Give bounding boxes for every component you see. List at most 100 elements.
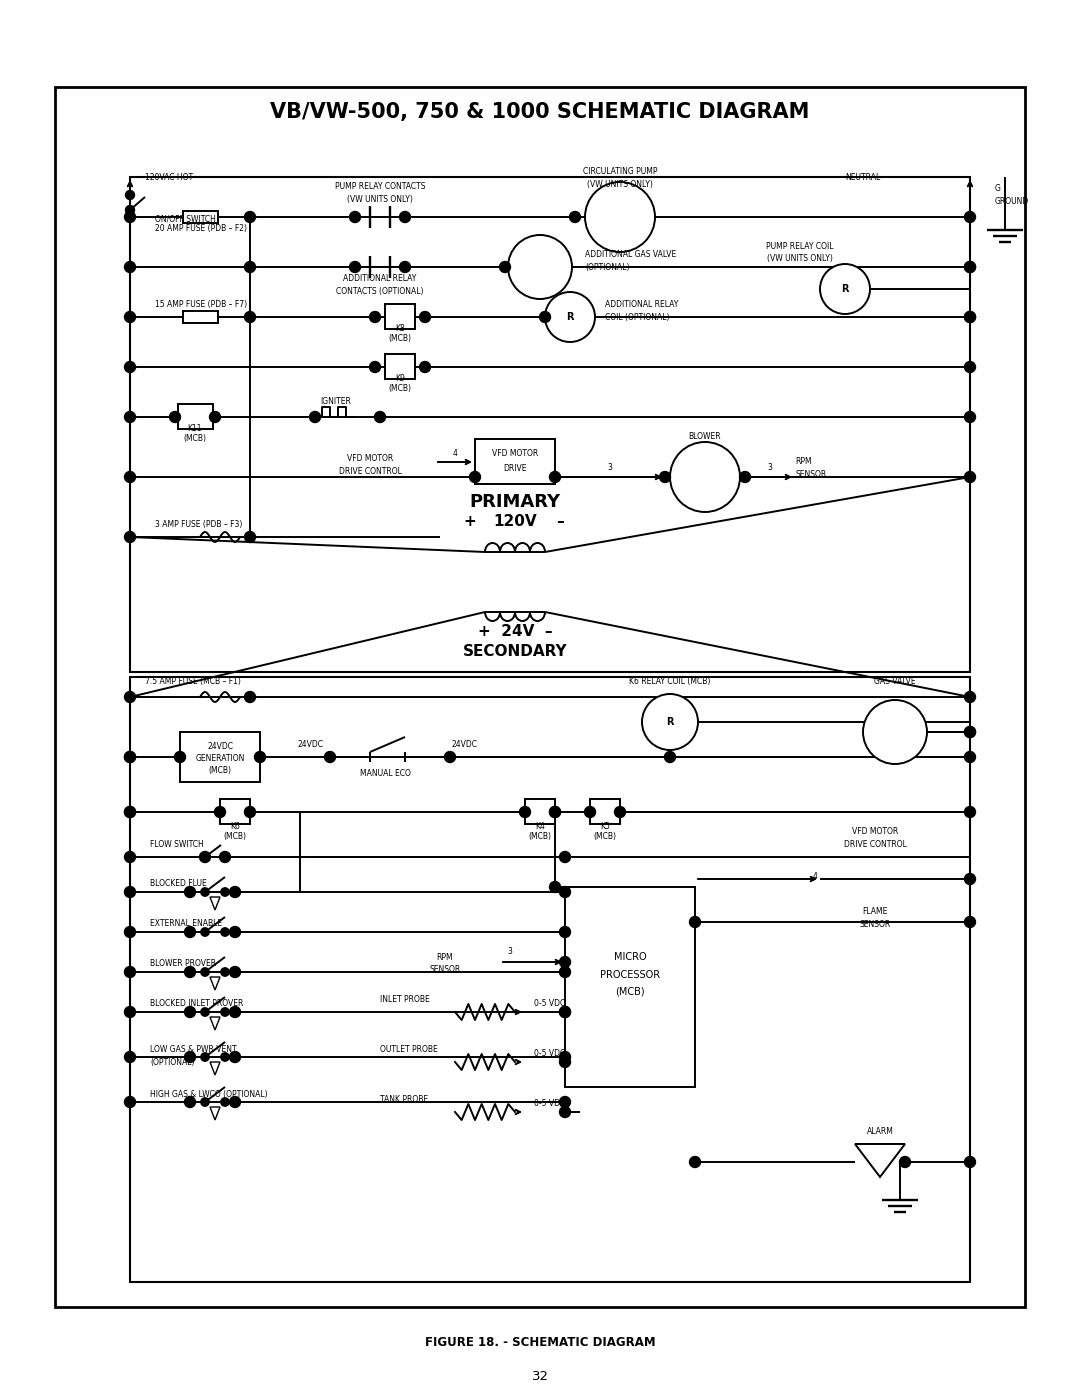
Circle shape xyxy=(124,362,135,373)
Text: GROUND: GROUND xyxy=(995,197,1029,207)
Circle shape xyxy=(229,887,241,897)
Text: (VW UNITS ONLY): (VW UNITS ONLY) xyxy=(588,180,653,190)
Circle shape xyxy=(585,182,654,251)
Text: LOW GAS & PWR VENT: LOW GAS & PWR VENT xyxy=(150,1045,237,1053)
Text: 3 AMP FUSE (PDB – F3): 3 AMP FUSE (PDB – F3) xyxy=(156,521,242,529)
Text: 0-5 VDC: 0-5 VDC xyxy=(535,1049,566,1059)
Circle shape xyxy=(201,852,210,861)
Text: CIRCULATING PUMP: CIRCULATING PUMP xyxy=(583,168,658,176)
Circle shape xyxy=(124,1006,135,1017)
Circle shape xyxy=(400,261,410,272)
Text: 3: 3 xyxy=(508,947,512,957)
Bar xyxy=(177,405,213,429)
Text: 7.5 AMP FUSE (MCB – F1): 7.5 AMP FUSE (MCB – F1) xyxy=(145,678,241,686)
Circle shape xyxy=(201,1053,210,1062)
Text: DRIVE: DRIVE xyxy=(503,464,527,474)
Circle shape xyxy=(499,261,511,272)
Text: (MCB): (MCB) xyxy=(208,767,231,775)
Text: FLAME: FLAME xyxy=(862,908,888,916)
Circle shape xyxy=(229,1006,241,1017)
Text: FLOW SWITCH: FLOW SWITCH xyxy=(150,841,204,849)
Circle shape xyxy=(244,806,256,817)
Circle shape xyxy=(400,211,410,222)
Circle shape xyxy=(964,692,975,703)
Circle shape xyxy=(660,472,671,482)
Bar xyxy=(220,799,249,824)
Text: 3: 3 xyxy=(608,464,612,472)
Circle shape xyxy=(124,1052,135,1063)
Text: K5: K5 xyxy=(600,823,610,831)
Circle shape xyxy=(220,888,229,897)
Text: 4: 4 xyxy=(812,873,818,882)
Text: ADDITIONAL RELAY: ADDITIONAL RELAY xyxy=(343,274,417,284)
Circle shape xyxy=(964,806,975,817)
Bar xyxy=(590,799,620,824)
Circle shape xyxy=(220,1098,229,1106)
Circle shape xyxy=(550,472,561,482)
Text: G: G xyxy=(995,184,1001,194)
Circle shape xyxy=(244,531,256,542)
Circle shape xyxy=(615,806,625,817)
Circle shape xyxy=(900,1157,910,1168)
Text: R: R xyxy=(841,284,849,293)
Circle shape xyxy=(964,261,975,272)
Text: (MCB): (MCB) xyxy=(528,833,552,841)
Text: ON/OFF SWITCH: ON/OFF SWITCH xyxy=(156,215,216,224)
Circle shape xyxy=(550,806,561,817)
Text: 0-5 VDC: 0-5 VDC xyxy=(535,999,566,1009)
Bar xyxy=(180,732,260,782)
Text: K4: K4 xyxy=(535,823,545,831)
Circle shape xyxy=(229,926,241,937)
Text: VB/VW-500, 750 & 1000 SCHEMATIC DIAGRAM: VB/VW-500, 750 & 1000 SCHEMATIC DIAGRAM xyxy=(270,102,810,122)
Text: 24VDC: 24VDC xyxy=(297,740,323,750)
Circle shape xyxy=(550,806,561,817)
Circle shape xyxy=(185,1052,195,1063)
Circle shape xyxy=(559,1052,570,1063)
Text: RPM: RPM xyxy=(436,953,454,961)
Text: 4: 4 xyxy=(453,450,458,458)
Circle shape xyxy=(545,292,595,342)
Text: +  24V  –: + 24V – xyxy=(477,624,552,640)
Circle shape xyxy=(124,752,135,763)
Circle shape xyxy=(559,1006,570,1017)
Bar xyxy=(384,355,415,380)
Circle shape xyxy=(369,362,380,373)
Text: (MCB): (MCB) xyxy=(594,833,617,841)
Circle shape xyxy=(124,852,135,862)
Circle shape xyxy=(229,1097,241,1108)
Circle shape xyxy=(124,887,135,897)
Circle shape xyxy=(740,472,751,482)
Polygon shape xyxy=(855,1144,905,1178)
Text: PRIMARY: PRIMARY xyxy=(470,493,561,511)
Circle shape xyxy=(419,362,431,373)
Text: (OPTIONAL): (OPTIONAL) xyxy=(585,264,630,272)
Circle shape xyxy=(559,887,570,897)
Circle shape xyxy=(550,882,561,893)
Circle shape xyxy=(185,1006,195,1017)
Text: HIGH GAS & LWCO (OPTIONAL): HIGH GAS & LWCO (OPTIONAL) xyxy=(150,1090,268,1098)
Circle shape xyxy=(220,852,229,861)
Circle shape xyxy=(219,852,230,862)
Circle shape xyxy=(175,752,186,763)
Circle shape xyxy=(124,692,135,703)
Circle shape xyxy=(445,752,456,763)
Text: K9: K9 xyxy=(395,374,405,384)
Text: (VW UNITS ONLY): (VW UNITS ONLY) xyxy=(767,254,833,264)
Text: SENSOR: SENSOR xyxy=(795,471,826,479)
Circle shape xyxy=(201,928,210,936)
Circle shape xyxy=(215,806,226,817)
Circle shape xyxy=(124,752,135,763)
Text: (VW UNITS ONLY): (VW UNITS ONLY) xyxy=(347,196,413,204)
Text: 24VDC: 24VDC xyxy=(453,740,478,750)
Bar xyxy=(525,799,555,824)
Circle shape xyxy=(820,264,870,314)
Circle shape xyxy=(244,211,256,222)
Text: ADDITIONAL GAS VALVE: ADDITIONAL GAS VALVE xyxy=(585,250,676,260)
Circle shape xyxy=(664,752,675,763)
Circle shape xyxy=(964,726,975,738)
Text: VFD MOTOR: VFD MOTOR xyxy=(347,454,393,464)
Text: GAS VALVE: GAS VALVE xyxy=(874,678,916,686)
Circle shape xyxy=(255,752,266,763)
Text: DRIVE CONTROL: DRIVE CONTROL xyxy=(843,841,906,849)
Text: –: – xyxy=(556,514,564,529)
